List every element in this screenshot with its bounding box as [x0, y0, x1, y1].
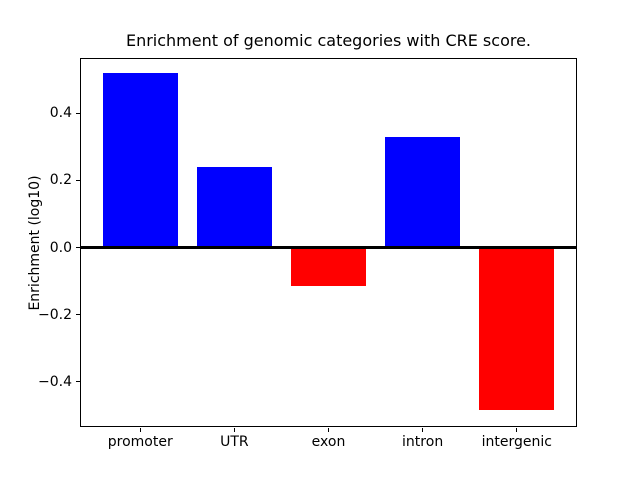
x-tick-label: intron: [402, 434, 444, 450]
y-tick-label: 0.4: [49, 105, 72, 122]
y-tick-label: −0.2: [38, 306, 72, 323]
y-tick-mark: [76, 179, 80, 181]
x-tick-label: UTR: [220, 434, 249, 450]
x-tick-mark: [516, 428, 518, 432]
y-tick-label: 0.0: [49, 239, 72, 256]
x-tick-mark: [422, 428, 424, 432]
bar-promoter: [102, 73, 178, 248]
x-tick-label: promoter: [107, 434, 173, 450]
bar-intergenic: [479, 247, 555, 411]
x-tick-mark: [233, 428, 235, 432]
y-tick-label: 0.2: [49, 172, 72, 189]
chart-title: Enrichment of genomic categories with CR…: [125, 31, 532, 50]
x-tick-mark: [328, 428, 329, 432]
bar-exon: [290, 247, 367, 287]
y-tick-mark: [76, 112, 80, 114]
bar-intron: [384, 136, 461, 248]
y-tick-mark: [76, 314, 80, 316]
x-tick-mark: [139, 428, 141, 432]
x-tick-label: intergenic: [481, 434, 552, 450]
y-tick-mark: [76, 247, 80, 249]
axes: promoter UTR exon intron intergenic 0.4 0.2 0.0…: [38, 58, 577, 450]
bar-UTR: [196, 167, 273, 248]
y-tick-label: −0.4: [38, 373, 72, 390]
zero-line: [80, 246, 577, 249]
x-tick-label: exon: [311, 434, 346, 450]
y-tick-mark: [76, 381, 80, 383]
